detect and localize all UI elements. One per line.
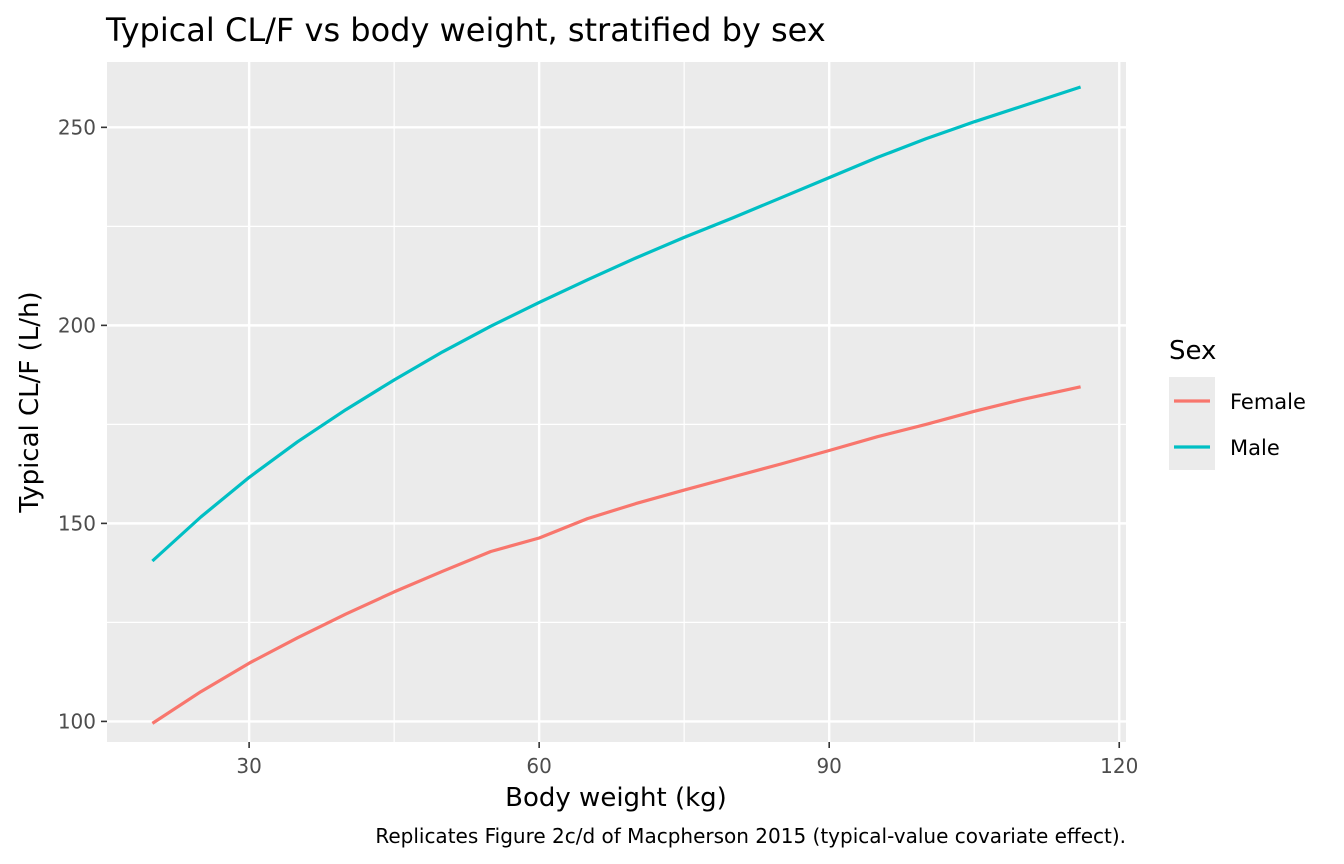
y-tick-label: 250: [58, 115, 96, 139]
y-tick-label: 200: [58, 313, 96, 337]
y-tick-label: 100: [58, 709, 96, 733]
y-tick-label: 150: [58, 511, 96, 535]
x-tick-label: 60: [526, 754, 551, 778]
series-line-female: [151, 385, 1081, 725]
legend-key-background: [1169, 377, 1215, 470]
x-tick-label: 120: [1100, 754, 1138, 778]
plot-panel: [107, 62, 1126, 742]
legend-label-female: Female: [1230, 390, 1306, 414]
series-lines: [151, 85, 1082, 725]
y-axis-title: Typical CL/F (L/h): [15, 291, 45, 513]
legend: Sex Female Male: [1169, 336, 1306, 470]
caption: Replicates Figure 2c/d of Macpherson 201…: [375, 824, 1126, 848]
x-axis: 30 60 90 120: [236, 742, 1138, 778]
x-tick-label: 90: [816, 754, 841, 778]
x-tick-label: 30: [236, 754, 261, 778]
chart-title: Typical CL/F vs body weight, stratified …: [105, 11, 826, 49]
legend-label-male: Male: [1230, 436, 1280, 460]
y-axis: 100 150 200 250: [58, 115, 107, 733]
legend-title: Sex: [1169, 336, 1216, 366]
x-axis-title: Body weight (kg): [505, 783, 727, 813]
minor-gridlines: [107, 62, 1126, 742]
series-line-male: [151, 85, 1082, 563]
